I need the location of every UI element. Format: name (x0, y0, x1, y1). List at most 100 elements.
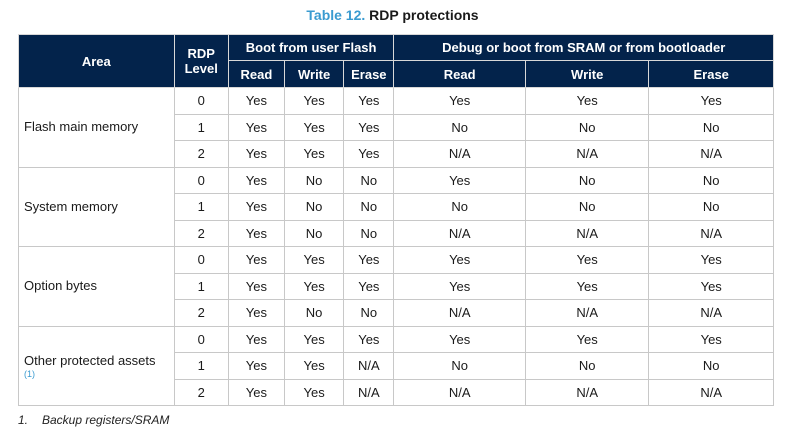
value-cell: Yes (227, 378, 286, 406)
value-cell: Yes (648, 272, 774, 300)
value-cell: N/A (393, 299, 526, 327)
table-row: 2 Yes Yes N/A N/A N/A N/A (19, 378, 774, 406)
value-cell: N/A (393, 378, 526, 406)
rdp-protections-table: Area RDP Level Boot from user Flash Debu… (18, 34, 774, 406)
value-cell: Yes (283, 140, 345, 168)
value-cell: Yes (227, 299, 286, 327)
value-cell: Yes (343, 140, 395, 168)
value-cell: N/A (343, 378, 395, 406)
value-cell: No (524, 193, 650, 221)
table-row: 1 Yes Yes Yes Yes Yes Yes (19, 272, 774, 300)
value-cell: No (283, 166, 345, 194)
value-cell: Yes (393, 272, 526, 300)
table-row: 1 Yes Yes N/A No No No (19, 352, 774, 380)
value-cell: No (393, 113, 526, 141)
value-cell: Yes (283, 113, 345, 141)
value-cell: N/A (648, 378, 774, 406)
table-row: 2 Yes Yes Yes N/A N/A N/A (19, 140, 774, 168)
value-cell: No (648, 352, 774, 380)
rdp-level-cell: 0 (173, 325, 229, 353)
value-cell: Yes (227, 272, 286, 300)
area-label: Flash main memory (24, 119, 139, 135)
rdp-level-cell: 0 (173, 87, 229, 115)
rdp-level-cell: 1 (173, 272, 229, 300)
value-cell: N/A (393, 140, 526, 168)
rdp-level-cell: 2 (173, 299, 229, 327)
value-cell: No (393, 352, 526, 380)
value-cell: No (283, 219, 345, 247)
table-caption: Table 12. RDP protections (0, 7, 785, 23)
area-label: Option bytes (24, 278, 97, 294)
rdp-level-cell: 0 (173, 166, 229, 194)
rdp-level-cell: 1 (173, 352, 229, 380)
value-cell: No (648, 113, 774, 141)
value-cell: Yes (227, 352, 286, 380)
value-cell: Yes (283, 246, 345, 274)
rdp-level-cell: 1 (173, 113, 229, 141)
value-cell: No (524, 352, 650, 380)
value-cell: Yes (343, 272, 395, 300)
value-cell: Yes (648, 87, 774, 115)
value-cell: No (524, 166, 650, 194)
value-cell: Yes (227, 113, 286, 141)
value-cell: Yes (283, 378, 345, 406)
value-cell: Yes (227, 325, 286, 353)
value-cell: No (343, 299, 395, 327)
header-sub-read: Read (393, 60, 526, 88)
value-cell: Yes (524, 246, 650, 274)
value-cell: Yes (393, 87, 526, 115)
header-group-user-flash: Boot from user Flash (227, 34, 395, 61)
table-row: Other protected assets (1) 0 Yes Yes Yes… (18, 325, 774, 406)
value-cell: Yes (227, 166, 286, 194)
value-cell: Yes (393, 325, 526, 353)
header-rdp-line1: RDP (187, 46, 215, 61)
header-sub-read: Read (227, 60, 286, 88)
rdp-level-cell: 2 (173, 140, 229, 168)
value-cell: Yes (393, 166, 526, 194)
value-cell: Yes (524, 87, 650, 115)
value-cell: Yes (283, 87, 345, 115)
area-cell: Flash main memory (18, 87, 175, 168)
value-cell: Yes (227, 140, 286, 168)
table-row: 1 Yes No No No No No (19, 193, 774, 221)
table-number: Table 12. (306, 7, 366, 23)
value-cell: No (393, 193, 526, 221)
table-body: Flash main memory 0 Yes Yes Yes Yes Yes … (18, 87, 774, 406)
value-cell: N/A (524, 378, 650, 406)
value-cell: Yes (648, 246, 774, 274)
value-cell: Yes (524, 325, 650, 353)
value-cell: No (343, 166, 395, 194)
value-cell: Yes (227, 246, 286, 274)
header-sub-write: Write (283, 60, 345, 88)
table-row: System memory 0 Yes No No Yes No No (18, 166, 774, 247)
header-sub-erase: Erase (343, 60, 395, 88)
value-cell: N/A (343, 352, 395, 380)
value-cell: Yes (343, 325, 395, 353)
value-cell: No (648, 193, 774, 221)
value-cell: Yes (343, 87, 395, 115)
table-row: 2 Yes No No N/A N/A N/A (19, 219, 774, 247)
table-row: Flash main memory 0 Yes Yes Yes Yes Yes … (18, 87, 774, 168)
area-label: Other protected assets (24, 352, 156, 368)
value-cell: No (648, 166, 774, 194)
table-row: 1 Yes Yes Yes No No No (19, 113, 774, 141)
value-cell: Yes (227, 219, 286, 247)
value-cell: No (343, 219, 395, 247)
value-cell: No (343, 193, 395, 221)
value-cell: Yes (283, 352, 345, 380)
value-cell: N/A (524, 299, 650, 327)
footnote-ref-link[interactable]: (1) (24, 368, 35, 379)
value-cell: N/A (648, 140, 774, 168)
header-sub-erase: Erase (648, 60, 774, 88)
area-cell: Option bytes (18, 246, 175, 327)
value-cell: Yes (343, 246, 395, 274)
value-cell: N/A (524, 140, 650, 168)
value-cell: Yes (283, 272, 345, 300)
header-area: Area (18, 34, 175, 88)
header-sub-write: Write (524, 60, 650, 88)
value-cell: Yes (283, 325, 345, 353)
rdp-level-cell: 0 (173, 246, 229, 274)
value-cell: Yes (227, 87, 286, 115)
value-cell: No (283, 299, 345, 327)
footnote-number: 1. (18, 413, 29, 427)
